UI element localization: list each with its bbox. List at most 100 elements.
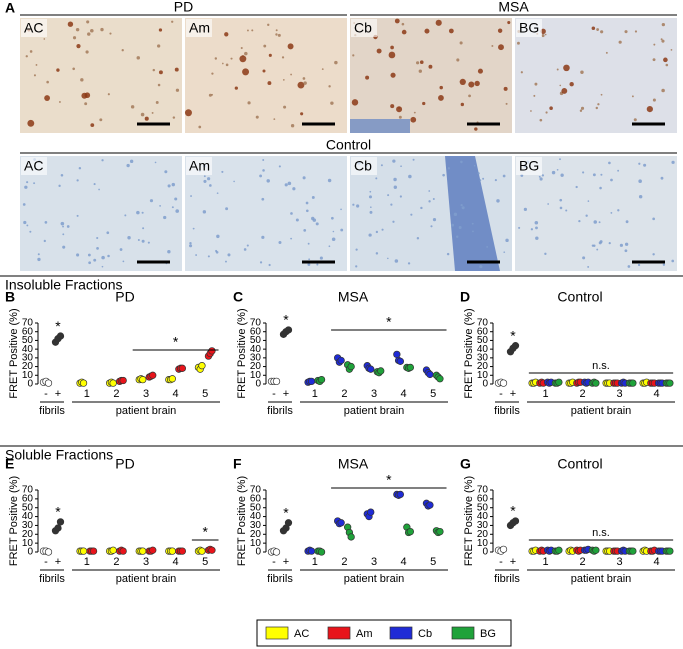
- cell: [331, 237, 336, 242]
- cell: [618, 40, 622, 44]
- cell: [447, 167, 451, 170]
- cell: [207, 177, 211, 181]
- cell: [448, 28, 454, 34]
- cell: [392, 220, 395, 223]
- data-point: [436, 375, 444, 383]
- cell: [76, 179, 79, 182]
- y-tick-label: 60: [22, 493, 34, 504]
- legend-label: AC: [294, 628, 309, 640]
- cell: [439, 85, 443, 90]
- cell: [416, 237, 420, 240]
- cell: [331, 216, 334, 220]
- data-point: [56, 332, 65, 340]
- cell: [652, 217, 655, 221]
- cell: [107, 254, 110, 258]
- cell: [214, 57, 218, 60]
- y-tick-label: 20: [22, 529, 34, 540]
- cell: [393, 177, 397, 182]
- data-point: [139, 375, 147, 384]
- cell: [458, 226, 462, 229]
- cell: [565, 209, 568, 212]
- cell: [155, 101, 159, 104]
- y-tick-label: 60: [250, 493, 262, 504]
- cell: [247, 101, 251, 105]
- panel-letter: A: [5, 0, 15, 16]
- x-tick-label: 4: [173, 388, 179, 400]
- x-tick-label: 1: [312, 556, 318, 568]
- y-tick-label: 60: [250, 326, 262, 337]
- data-point: [168, 375, 177, 383]
- cell: [535, 236, 539, 240]
- group-label: fibrils: [39, 405, 65, 417]
- cell: [591, 244, 595, 247]
- tile-label-bg: [351, 19, 377, 37]
- cell: [230, 57, 233, 60]
- cell: [419, 60, 424, 65]
- cell: [390, 72, 396, 78]
- cell: [152, 68, 156, 72]
- cell: [503, 251, 506, 253]
- x-tick-label: -: [499, 388, 503, 400]
- cell: [393, 185, 398, 189]
- cell: [106, 231, 110, 235]
- x-tick-label: 1: [542, 556, 548, 568]
- y-tick-label: 0: [27, 547, 33, 558]
- tile-label: Cb: [354, 20, 372, 36]
- cell: [390, 203, 393, 206]
- cell: [319, 256, 323, 260]
- x-tick-label: +: [55, 388, 61, 400]
- cell: [442, 173, 445, 177]
- significance-label: n.s.: [592, 360, 610, 372]
- cell: [474, 80, 480, 87]
- y-axis-label: FRET Positive (%): [8, 308, 20, 398]
- cell: [44, 95, 50, 101]
- cell: [596, 28, 600, 31]
- cell: [292, 187, 296, 191]
- cell: [307, 263, 311, 266]
- cell: [646, 105, 653, 113]
- cell: [62, 245, 66, 249]
- cell: [78, 166, 82, 170]
- cell: [227, 253, 231, 257]
- cell: [370, 206, 372, 209]
- cell: [559, 198, 563, 202]
- cell: [244, 51, 248, 56]
- cell: [37, 257, 41, 262]
- data-point: [168, 547, 177, 555]
- data-point: [666, 547, 674, 555]
- cell: [468, 81, 475, 88]
- x-tick-label: -: [44, 388, 48, 400]
- cell: [247, 29, 249, 32]
- cell: [472, 230, 474, 233]
- cell: [624, 30, 628, 34]
- cell: [290, 212, 293, 215]
- cell: [167, 184, 171, 188]
- cell: [255, 115, 259, 119]
- y-tick-label: 0: [482, 547, 488, 558]
- x-tick-label: 2: [113, 556, 119, 568]
- cell: [610, 211, 613, 214]
- data-point: [367, 365, 375, 373]
- cell: [400, 165, 402, 168]
- y-tick-label: 60: [22, 326, 34, 337]
- cell: [473, 164, 476, 167]
- cell: [25, 55, 28, 58]
- x-tick-label: 2: [341, 556, 347, 568]
- cell: [394, 18, 400, 24]
- cell: [600, 30, 604, 34]
- cell: [523, 207, 528, 211]
- chart-title: MSA: [338, 456, 369, 472]
- cell: [356, 204, 360, 208]
- data-point: [666, 379, 674, 387]
- cell: [141, 239, 145, 243]
- cell: [243, 248, 247, 251]
- cell: [401, 29, 407, 35]
- cell: [119, 248, 123, 251]
- cell: [579, 109, 583, 112]
- cell: [297, 81, 305, 89]
- y-tick-label: 10: [250, 538, 262, 549]
- cell: [660, 176, 664, 180]
- x-tick-label: 4: [653, 556, 659, 568]
- data-point: [317, 375, 326, 384]
- cell: [661, 23, 665, 27]
